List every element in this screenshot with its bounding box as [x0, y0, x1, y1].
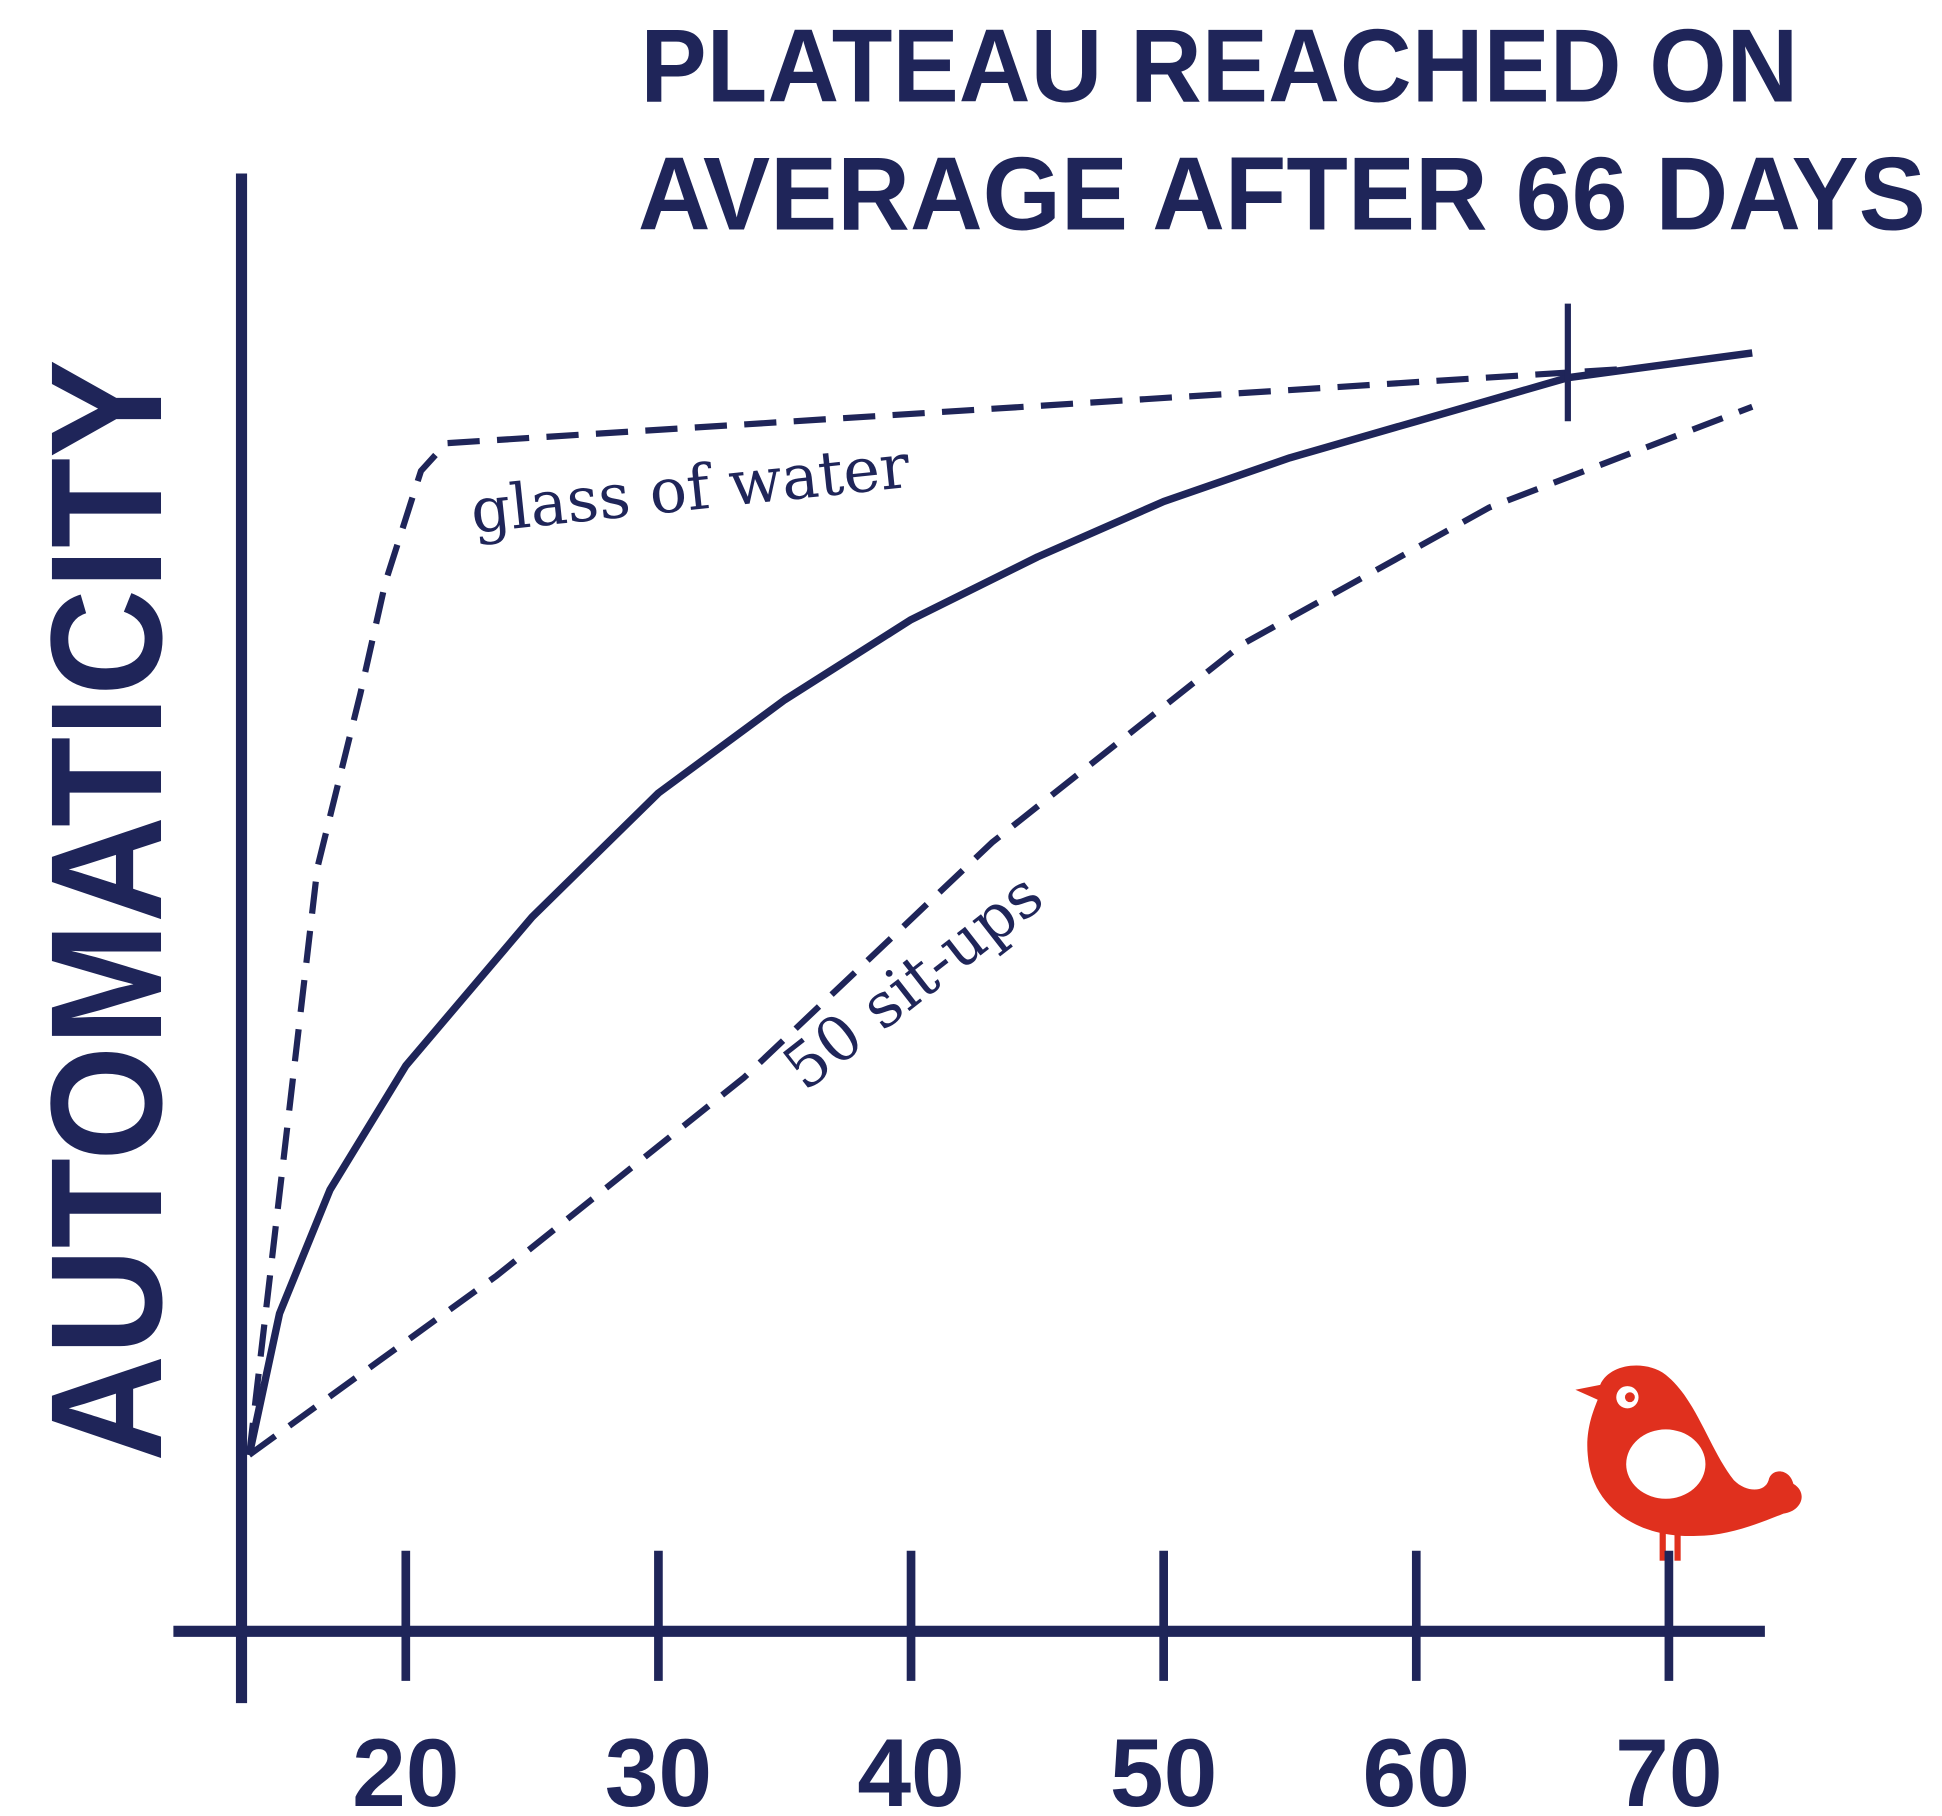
y-axis-label: AUTOMATICITY [17, 359, 195, 1461]
line [245, 349, 1753, 1456]
x-tick-label: 20 [352, 1720, 459, 1816]
chart-title: PLATEAU REACHED ON [640, 9, 1798, 125]
chart-title: AVERAGE AFTER 66 DAYS [638, 136, 1926, 252]
line [247, 403, 1754, 1458]
x-tick-label: 50 [1110, 1720, 1217, 1816]
annotation: 50 sit-ups [770, 859, 1056, 1105]
line [246, 365, 1627, 1456]
annotation: glass of water [467, 430, 913, 548]
x-tick-label: 70 [1615, 1720, 1722, 1816]
x-tick-label: 40 [857, 1720, 964, 1816]
x-tick-label: 60 [1363, 1720, 1470, 1816]
bird [1575, 1365, 1802, 1561]
x-tick-label: 30 [605, 1720, 712, 1816]
